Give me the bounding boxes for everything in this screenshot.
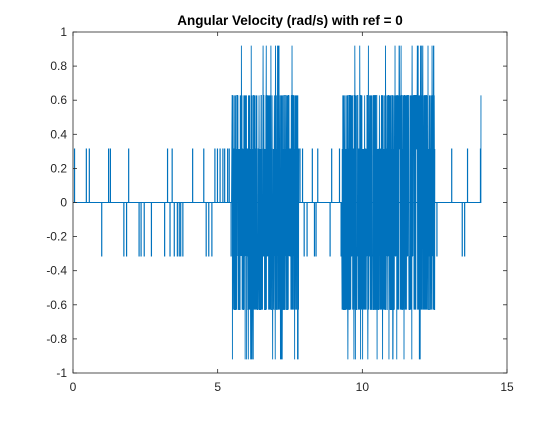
y-tick-label: 0.8 bbox=[50, 59, 67, 73]
x-tick-label: 0 bbox=[70, 380, 77, 394]
chart-title: Angular Velocity (rad/s) with ref = 0 bbox=[177, 13, 402, 28]
y-tick-label: -0.2 bbox=[46, 230, 67, 244]
series-line bbox=[73, 45, 482, 360]
y-tick-label: 0.4 bbox=[50, 127, 67, 141]
y-tick-label: -0.8 bbox=[46, 332, 67, 346]
y-tick-label: -1 bbox=[56, 366, 67, 380]
y-tick-label: 1 bbox=[60, 25, 67, 39]
x-tick-label: 10 bbox=[356, 380, 370, 394]
y-tick-label: -0.6 bbox=[46, 298, 67, 312]
y-tick-label: -0.4 bbox=[46, 264, 67, 278]
y-tick-label: 0 bbox=[60, 196, 67, 210]
x-tick-label: 15 bbox=[500, 380, 514, 394]
x-tick-label: 5 bbox=[214, 380, 221, 394]
axes: 0 5 10 15 -1 -0.8 -0.6 -0.4 -0.2 0 0.2 0.4 0.6 0.8 1 bbox=[46, 25, 514, 394]
y-tick-label: 0.2 bbox=[50, 161, 67, 175]
plot-area bbox=[73, 45, 482, 360]
y-tick-label: 0.6 bbox=[50, 93, 67, 107]
